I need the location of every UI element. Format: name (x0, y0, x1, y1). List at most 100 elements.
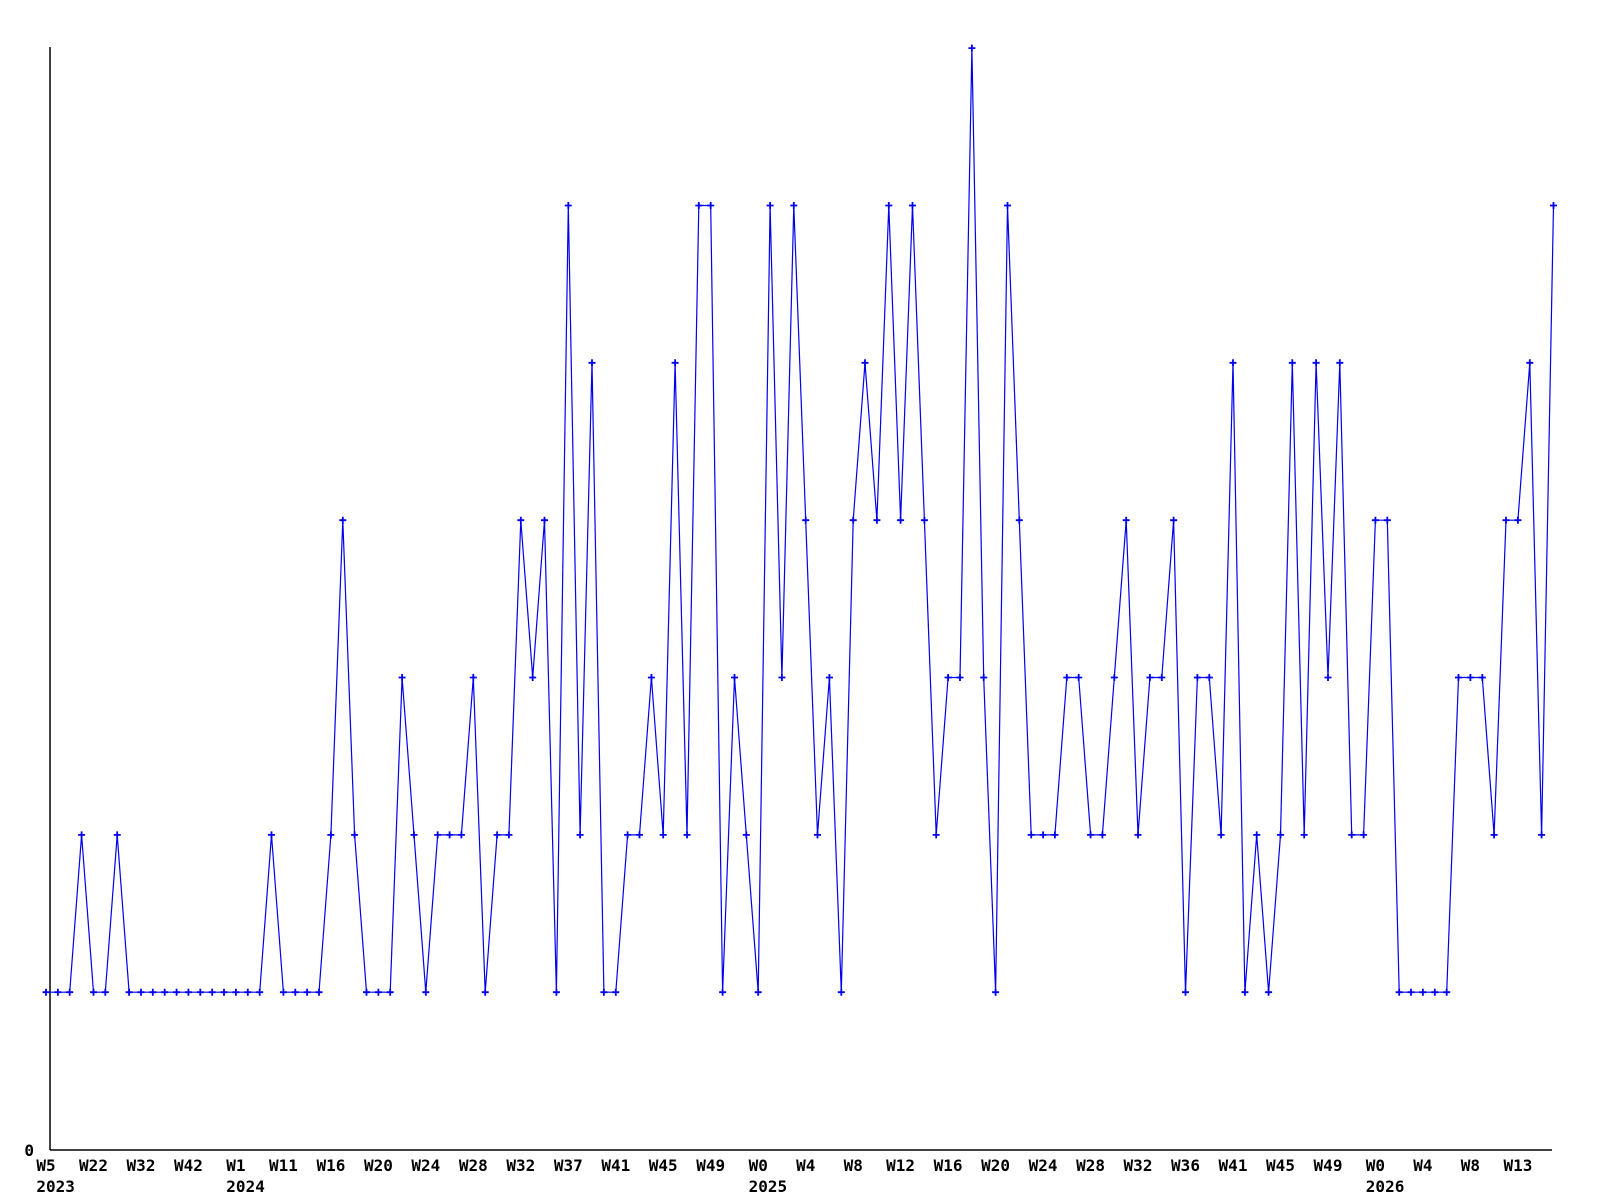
x-tick-week-label: W20 (981, 1156, 1010, 1175)
data-point-marker (849, 516, 857, 524)
data-point-marker (279, 988, 287, 996)
data-series (46, 47, 1555, 993)
data-point-marker (469, 674, 477, 681)
x-tick-year-label: 2024 (226, 1177, 265, 1196)
x-tick-week-label: W0 (749, 1156, 768, 1175)
data-point-marker (873, 516, 881, 524)
data-point-marker (339, 516, 347, 524)
data-point-marker (1027, 831, 1035, 839)
x-tick-year-label: 2026 (1366, 1177, 1405, 1196)
data-point-marker (885, 202, 893, 209)
data-point-marker (1502, 516, 1510, 524)
data-point-marker (647, 674, 655, 681)
data-point-marker (517, 516, 525, 524)
data-point-marker (42, 988, 50, 996)
data-point-marker (1538, 831, 1546, 839)
x-tick-year-label: 2025 (749, 1177, 788, 1196)
data-point-marker (434, 831, 442, 839)
data-point-marker (1348, 831, 1356, 839)
data-points (42, 44, 1557, 996)
x-tick-week-label: W11 (269, 1156, 298, 1175)
data-point-marker (351, 831, 359, 839)
data-point-marker (576, 831, 584, 839)
data-point-marker (125, 988, 133, 996)
data-point-marker (363, 988, 370, 996)
x-tick-week-label: W42 (174, 1156, 203, 1175)
data-point-marker (291, 988, 299, 996)
data-point-marker (1324, 674, 1332, 681)
data-point-marker (814, 831, 821, 839)
data-point-marker (636, 831, 643, 839)
x-tick-week-label: W8 (1461, 1156, 1480, 1175)
x-tick-week-label: W36 (1171, 1156, 1200, 1175)
data-point-marker (1193, 674, 1201, 681)
data-point-marker (1205, 674, 1213, 681)
data-point-marker (1277, 831, 1284, 839)
data-point-marker (256, 988, 264, 996)
data-point-marker (1170, 516, 1178, 524)
data-point-marker (1526, 359, 1534, 367)
data-point-marker (659, 831, 667, 839)
data-point-marker (327, 831, 335, 839)
data-point-marker (624, 831, 632, 839)
data-point-marker (1288, 359, 1296, 367)
data-point-marker (671, 359, 679, 367)
x-tick-week-label: W4 (1413, 1156, 1432, 1175)
data-point-marker (208, 988, 216, 996)
x-tick-week-label: W41 (1219, 1156, 1248, 1175)
data-point-marker (446, 831, 454, 839)
y-axis-zero-label: 0 (24, 1141, 34, 1160)
data-point-marker (422, 988, 430, 996)
data-point-marker (1158, 674, 1166, 681)
data-point-marker (992, 988, 1000, 996)
data-point-marker (956, 674, 964, 681)
data-point-marker (825, 674, 833, 681)
data-point-marker (1300, 831, 1308, 839)
x-tick-week-label: W4 (796, 1156, 815, 1175)
data-point-marker (552, 988, 560, 996)
data-point-marker (184, 988, 192, 996)
data-point-marker (1383, 516, 1391, 524)
data-point-marker (790, 202, 798, 209)
data-point-marker (1371, 516, 1379, 524)
data-point-marker (920, 516, 928, 524)
data-point-marker (754, 988, 762, 996)
data-point-marker (386, 988, 394, 996)
x-tick-week-label: W13 (1503, 1156, 1532, 1175)
data-point-marker (1004, 202, 1011, 209)
data-point-marker (1550, 202, 1557, 209)
data-point-marker (268, 831, 275, 839)
data-point-marker (612, 988, 620, 996)
data-point-marker (600, 988, 608, 996)
data-point-marker (802, 516, 810, 524)
data-point-marker (1217, 831, 1225, 839)
x-tick-week-label: W49 (696, 1156, 725, 1175)
data-point-marker (1098, 831, 1106, 839)
data-point-marker (766, 202, 774, 209)
data-point-marker (1395, 988, 1403, 996)
data-point-marker (1051, 831, 1059, 839)
x-tick-week-label: W45 (1266, 1156, 1295, 1175)
data-point-marker (1229, 359, 1237, 367)
data-point-marker (1253, 831, 1261, 839)
data-point-marker (1146, 674, 1154, 681)
data-point-marker (778, 674, 786, 681)
data-point-marker (1514, 516, 1522, 524)
data-point-marker (861, 359, 869, 367)
x-tick-year-label: 2023 (36, 1177, 75, 1196)
data-point-marker (564, 202, 572, 209)
data-point-marker (1110, 674, 1118, 681)
x-tick-week-label: W45 (649, 1156, 678, 1175)
data-point-marker (303, 988, 311, 996)
data-point-marker (1039, 831, 1047, 839)
data-point-marker (66, 988, 74, 996)
data-point-marker (113, 831, 121, 839)
data-point-marker (481, 988, 489, 996)
data-point-marker (932, 831, 940, 839)
data-point-marker (1336, 359, 1344, 367)
x-tick-week-label: W37 (554, 1156, 583, 1175)
data-point-marker (1407, 988, 1415, 996)
x-tick-week-label: W49 (1314, 1156, 1343, 1175)
data-point-marker (968, 44, 976, 52)
